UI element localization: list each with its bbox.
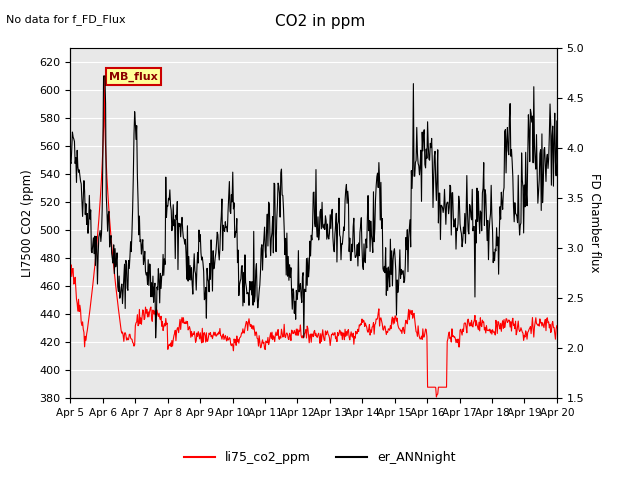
Y-axis label: LI7500 CO2 (ppm): LI7500 CO2 (ppm) [21, 169, 34, 277]
Legend: li75_co2_ppm, er_ANNnight: li75_co2_ppm, er_ANNnight [179, 446, 461, 469]
Text: MB_flux: MB_flux [109, 72, 158, 82]
Text: CO2 in ppm: CO2 in ppm [275, 14, 365, 29]
Y-axis label: FD Chamber flux: FD Chamber flux [588, 173, 601, 273]
Text: No data for f_FD_Flux: No data for f_FD_Flux [6, 14, 126, 25]
